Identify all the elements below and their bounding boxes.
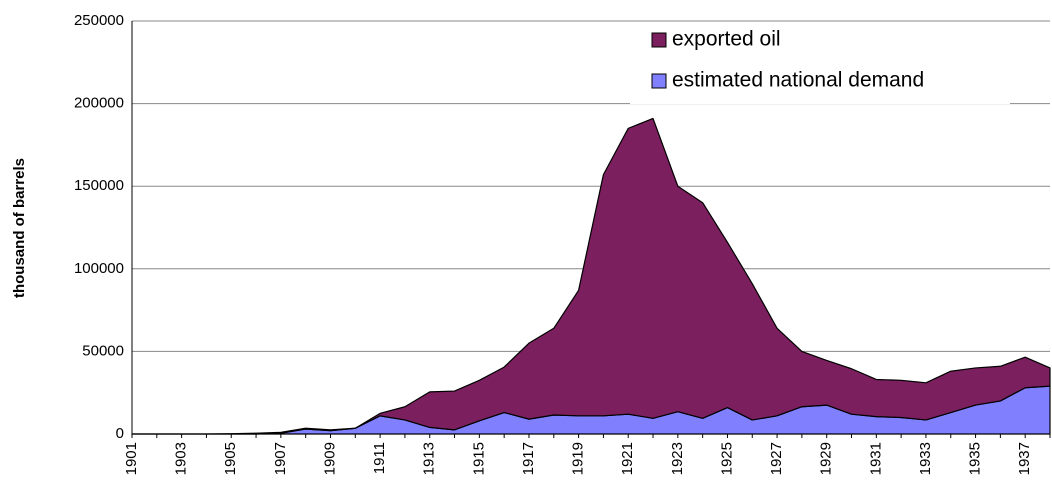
x-tick-label: 1923 (669, 442, 686, 475)
legend-swatch (651, 32, 667, 48)
x-tick-label: 1933 (917, 442, 934, 475)
x-tick-label: 1909 (321, 442, 338, 475)
y-axis-title: thousand of barrels (11, 158, 28, 298)
x-tick-label: 1919 (570, 442, 587, 475)
x-tick-label: 1913 (421, 442, 438, 475)
legend-label: exported oil (672, 28, 781, 51)
y-tick-label: 200000 (74, 95, 124, 112)
x-tick-label: 1917 (520, 442, 537, 475)
x-tick-label: 1911 (371, 442, 388, 474)
area (131, 117, 1051, 435)
x-tick-label: 1901 (123, 442, 140, 475)
y-tick-label: 50000 (82, 342, 124, 359)
legend-swatch (651, 73, 667, 89)
x-tick-label: 1935 (967, 442, 984, 475)
y-tick-label: 150000 (74, 177, 124, 194)
y-tick-label: 100000 (74, 260, 124, 277)
legend-label: estimated national demand (672, 69, 924, 92)
x-tick-label: 1931 (867, 442, 884, 475)
x-tick-label: 1915 (470, 442, 487, 475)
x-tick-label: 1927 (768, 442, 785, 475)
y-tick-label: 250000 (74, 12, 124, 29)
x-tick-label: 1903 (173, 442, 190, 475)
x-tick-label: 1905 (222, 442, 239, 475)
legend-background (630, 22, 1010, 104)
legend: exported oil estimated national demand (630, 22, 1010, 104)
x-tick-label: 1929 (818, 442, 835, 475)
y-tick-label: 0 (116, 425, 124, 442)
x-tick-label: 1921 (619, 442, 636, 475)
x-tick-label: 1907 (272, 442, 289, 475)
x-tick-label: 1937 (1016, 442, 1033, 475)
x-tick-label: 1925 (718, 442, 735, 475)
